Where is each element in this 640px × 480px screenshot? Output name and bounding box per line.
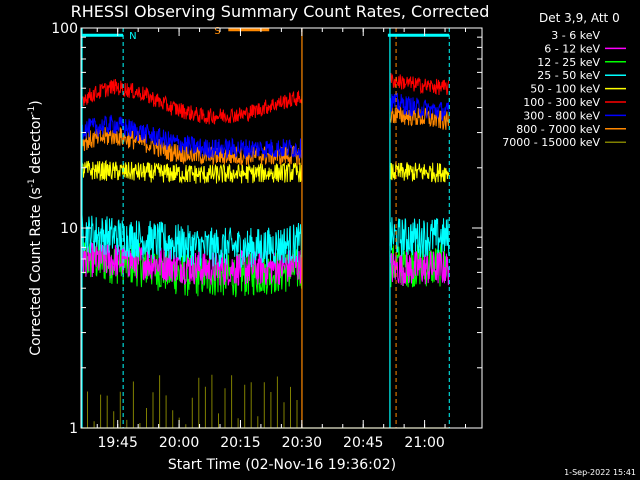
legend-label-6: 300 - 800 keV — [523, 109, 600, 122]
legend-label-4: 50 - 100 keV — [530, 83, 600, 96]
x-tick-label-3: 20:30 — [282, 435, 322, 451]
series-line-0 — [80, 177, 450, 200]
series-line-1 — [80, 240, 450, 287]
y-axis-label: Corrected Count Rate (s-1 detector-1) — [27, 100, 44, 355]
legend-label-8: 7000 - 15000 keV — [502, 136, 600, 149]
legend-title: Det 3,9, Att 0 — [539, 11, 620, 25]
x-tick-label-1: 20:00 — [159, 435, 199, 451]
y-axis-label-end: ) — [28, 100, 44, 105]
footer-timestamp: 1-Sep-2022 15:41 — [564, 468, 636, 477]
x-tick-label-5: 21:00 — [404, 435, 444, 451]
flag-label-0: N — [129, 31, 136, 42]
x-tick-label-2: 20:15 — [220, 435, 260, 451]
y-axis-label-sup: -1 — [27, 178, 37, 187]
series-line-4 — [80, 159, 450, 184]
legend-label-2: 12 - 25 keV — [537, 56, 600, 69]
y-tick-label-0: 1 — [69, 421, 78, 437]
legend-label-0: 3 - 6 keV — [551, 29, 600, 42]
y-axis-label-mid: detector — [28, 115, 44, 179]
x-tick-label-0: 19:45 — [98, 435, 138, 451]
y-axis-label-main: Corrected Count Rate (s — [28, 187, 44, 355]
chart-title: RHESSI Observing Summary Count Rates, Co… — [71, 2, 490, 21]
legend-label-7: 800 - 7000 keV — [516, 123, 600, 136]
legend-label-3: 25 - 50 keV — [537, 69, 600, 82]
x-axis-label: Start Time (02-Nov-16 19:36:02) — [168, 457, 396, 473]
legend-label-1: 6 - 12 keV — [544, 42, 600, 55]
y-axis-label-sup2: -1 — [27, 106, 37, 115]
flag-label-1: S — [214, 26, 220, 37]
y-tick-label-2: 100 — [51, 21, 78, 37]
series-line-5 — [80, 72, 450, 125]
series-line-3 — [80, 212, 450, 269]
x-tick-label-4: 20:45 — [343, 435, 383, 451]
y-tick-label-1: 10 — [60, 221, 78, 237]
series-line-6 — [80, 92, 450, 159]
axes: 19:45 20:00 20:15 20:30 20:45 21:00 1 10 100 — [51, 21, 483, 451]
legend-label-5: 100 - 300 keV — [523, 96, 600, 109]
